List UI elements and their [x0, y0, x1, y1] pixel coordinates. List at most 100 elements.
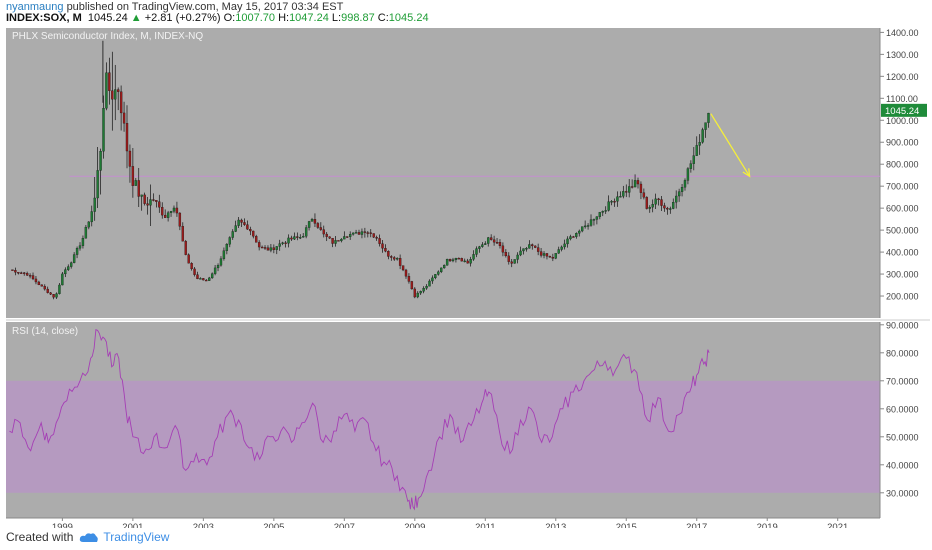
- candle-body: [378, 238, 381, 244]
- candle-body: [114, 89, 117, 100]
- candle-body: [72, 254, 76, 263]
- candle-body: [498, 242, 502, 247]
- candle-body: [398, 258, 402, 266]
- time-axis[interactable]: 1999 2001 2003 2005 2007 2009 2011 2013 2015 2017…: [6, 517, 880, 528]
- candle-body: [325, 233, 328, 237]
- candle-body: [610, 201, 613, 203]
- projection-arrow: [710, 113, 751, 177]
- candle-body: [636, 180, 640, 185]
- candle-body: [575, 233, 578, 237]
- high-label: H:: [278, 12, 290, 24]
- candle-body: [275, 246, 278, 250]
- candle-body: [52, 294, 55, 298]
- candle-body: [343, 236, 346, 240]
- price-panel[interactable]: PHLX Semiconductor Index, M, INDEX-NQ 140…: [6, 28, 927, 318]
- candle-body: [334, 240, 337, 244]
- candle-body: [478, 246, 481, 249]
- cloud-icon: [80, 532, 99, 542]
- tradingview-logo[interactable]: TradingView: [79, 530, 169, 544]
- time-tick-label: 2013: [545, 522, 566, 528]
- price-tick-label: 400.000: [886, 248, 919, 258]
- candle-body: [108, 72, 111, 91]
- candle-body: [96, 170, 99, 199]
- author-link[interactable]: nyanmaung: [6, 1, 64, 13]
- time-tick-label: 2003: [193, 522, 214, 528]
- candle-body: [184, 241, 187, 255]
- candle-body: [216, 265, 220, 269]
- candle-body: [237, 219, 240, 226]
- time-tick-label: 2017: [686, 522, 707, 528]
- candle-body: [331, 238, 334, 244]
- candle-body: [440, 267, 443, 273]
- candle-body: [625, 191, 628, 193]
- candle-body: [669, 208, 672, 210]
- candle-body: [172, 207, 176, 212]
- candle-body: [375, 237, 378, 239]
- rsi-title: RSI (14, close): [12, 326, 78, 337]
- candle-body: [90, 211, 93, 223]
- candle-body: [313, 219, 317, 224]
- rsi-tick-label: 60.0000: [886, 404, 919, 414]
- price-tick-label: 1200.00: [886, 72, 919, 82]
- candle-body: [351, 232, 355, 235]
- chart-area[interactable]: PHLX Semiconductor Index, M, INDEX-NQ 140…: [0, 26, 932, 528]
- candle-body: [531, 244, 534, 247]
- rsi-tick-label: 30.0000: [886, 488, 919, 498]
- price-tick-label: 200.000: [886, 292, 919, 302]
- candle-body: [14, 270, 17, 273]
- candle-body: [495, 242, 499, 244]
- candle-body: [222, 250, 226, 259]
- candle-body: [322, 229, 325, 235]
- candle-body: [572, 236, 575, 238]
- candle-body: [290, 237, 293, 240]
- candle-body: [545, 253, 549, 257]
- publish-text: published on TradingView.com, May 15, 20…: [66, 1, 344, 13]
- candle-body: [287, 237, 290, 244]
- time-tick-label: 1999: [52, 522, 73, 528]
- candle-body: [445, 259, 449, 266]
- candle-body: [23, 272, 26, 274]
- candle-body: [448, 259, 452, 262]
- candle-body: [504, 252, 508, 257]
- candle-body: [507, 255, 510, 262]
- last-price-tag: [881, 103, 927, 117]
- candle-body: [410, 281, 414, 290]
- candle-body: [93, 197, 96, 212]
- candle-body: [589, 219, 593, 226]
- candle-body: [630, 186, 634, 188]
- candle-body: [149, 199, 152, 206]
- candle-body: [548, 256, 552, 258]
- candle-body: [536, 247, 540, 252]
- price-tick-label: 300.000: [886, 270, 919, 280]
- candle-body: [102, 108, 105, 152]
- candle-body: [475, 248, 478, 255]
- candle-body: [81, 238, 85, 246]
- candle-body: [510, 261, 513, 264]
- candle-body: [437, 271, 440, 275]
- candle-body: [310, 219, 314, 222]
- candle-body: [566, 238, 569, 245]
- candle-body: [269, 247, 273, 251]
- rsi-panel[interactable]: RSI (14, close) 90.0000 80.0000 70.0000 60.0…: [6, 319, 930, 518]
- candle-body: [299, 237, 302, 239]
- candle-body: [117, 89, 120, 92]
- candle-body: [202, 278, 205, 281]
- candle-body: [663, 205, 666, 209]
- candle-body: [487, 237, 490, 244]
- candle-body: [369, 232, 372, 234]
- candle-body: [651, 204, 654, 208]
- candle-body: [75, 248, 79, 255]
- candle-body: [281, 242, 284, 244]
- candle-body: [228, 237, 231, 245]
- symbol-label: INDEX:SOX, M: [6, 12, 82, 24]
- time-tick-label: 2009: [404, 522, 425, 528]
- price-tick-label: 1100.00: [886, 94, 918, 104]
- arrow-head: [742, 168, 751, 178]
- candle-body: [169, 211, 173, 213]
- candle-body: [683, 180, 687, 188]
- candle-body: [472, 254, 475, 260]
- candle-body: [46, 288, 49, 293]
- candle-body: [37, 281, 41, 286]
- candle-body: [61, 273, 64, 286]
- candle-body: [284, 242, 287, 244]
